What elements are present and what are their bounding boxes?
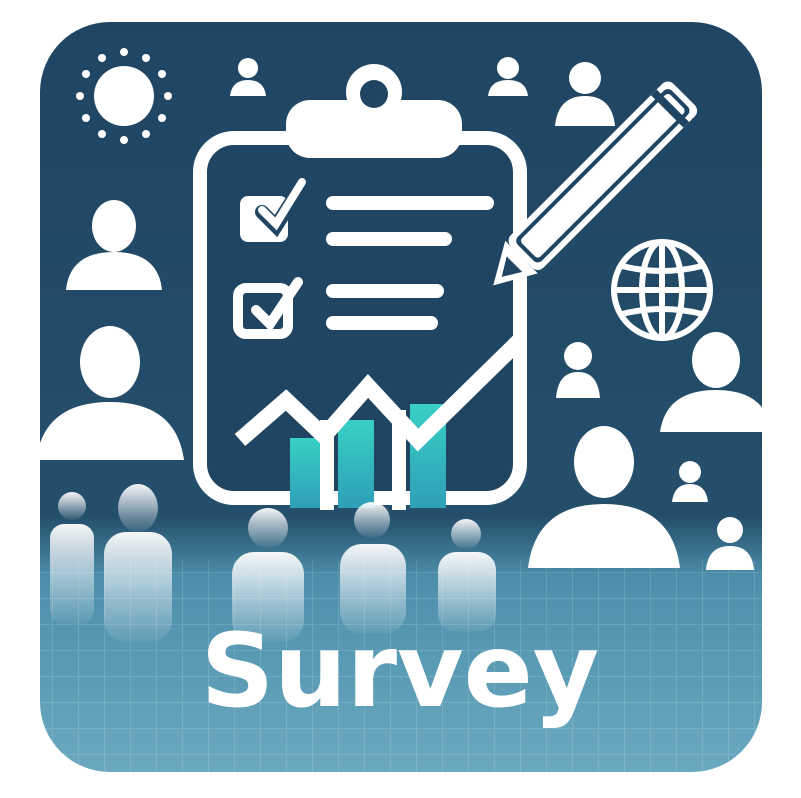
person-icon — [488, 57, 528, 96]
pencil-icon — [493, 81, 698, 286]
person-icon — [232, 508, 304, 642]
person-icon — [340, 502, 406, 634]
survey-label: Survey — [201, 612, 600, 731]
chart-icon — [234, 334, 526, 510]
globe-icon — [611, 239, 713, 341]
person-icon — [40, 326, 184, 460]
person-icon — [528, 426, 680, 568]
person-icon — [556, 342, 600, 398]
person-icon — [104, 484, 172, 642]
person-icon — [50, 492, 94, 624]
person-icon — [66, 200, 162, 290]
person-icon — [660, 332, 762, 432]
checkbox-icon — [240, 175, 311, 242]
person-icon — [438, 519, 496, 632]
sun-icon — [76, 48, 172, 144]
person-icon — [706, 517, 754, 570]
person-icon — [672, 461, 708, 502]
person-icon — [230, 58, 266, 96]
checkbox-icon — [233, 277, 303, 339]
person-icon — [555, 62, 615, 126]
